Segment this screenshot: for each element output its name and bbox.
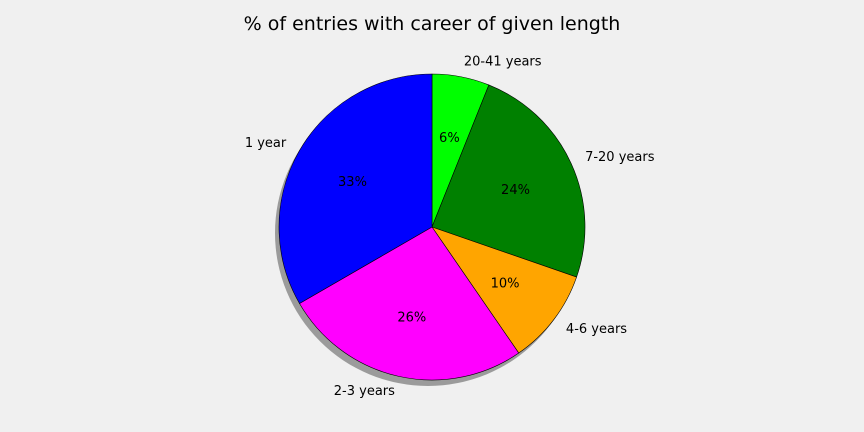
slice-pct-2-3-years: 26% — [397, 311, 426, 326]
pie-slice-2-3-years — [299, 226, 520, 381]
pie-labels: 20-41 years 6% 7-20 years 24% 4-6 years 10% 2-… — [245, 55, 655, 399]
slice-label-7-20-years: 7-20 years — [585, 150, 655, 165]
pie-slice-7-20-years — [431, 84, 586, 278]
slice-pct-1-year: 33% — [338, 175, 367, 190]
chart-title: % of entries with career of given length — [244, 13, 621, 35]
pie-slices — [278, 73, 586, 381]
slice-label-2-3-years: 2-3 years — [334, 384, 395, 399]
slice-label-1-year: 1 year — [245, 136, 287, 151]
pie-slice-4-6-years — [431, 226, 577, 354]
slice-pct-4-6-years: 10% — [491, 277, 520, 292]
slice-label-20-41-years: 20-41 years — [464, 55, 542, 70]
slice-label-4-6-years: 4-6 years — [566, 322, 627, 337]
slice-pct-20-41-years: 6% — [439, 131, 460, 146]
pie-slice-1-year — [278, 73, 433, 304]
slice-pct-7-20-years: 24% — [501, 183, 530, 198]
